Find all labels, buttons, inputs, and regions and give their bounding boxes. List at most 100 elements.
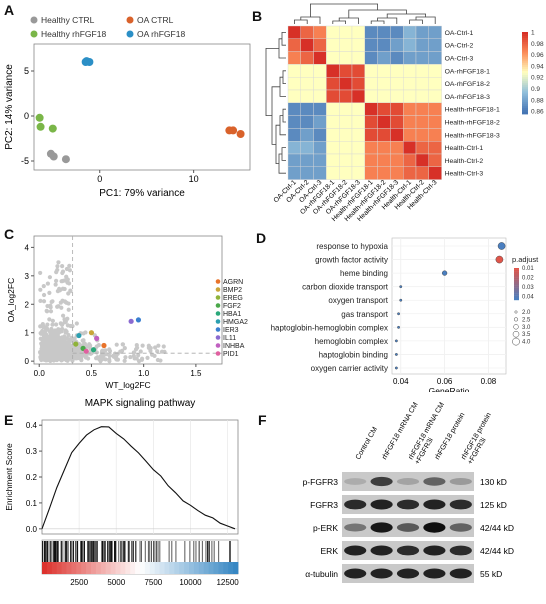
pca-point <box>61 155 70 164</box>
rank-color-segment <box>130 562 136 574</box>
colorbar-tick-label: 0.96 <box>531 52 544 59</box>
padj-colorbar-segment <box>514 293 519 296</box>
background-point <box>45 281 50 286</box>
heatmap-cell <box>402 76 417 91</box>
heatmap-cell <box>326 102 340 116</box>
blot-band <box>344 478 367 485</box>
gene-legend-marker <box>215 351 221 356</box>
background-point <box>44 343 49 349</box>
background-point <box>87 342 92 347</box>
heatmap-cell <box>300 102 314 116</box>
colorbar-segment <box>522 36 528 39</box>
background-point <box>155 357 160 363</box>
padj-colorbar-segment <box>514 271 519 273</box>
padj-colorbar-segment <box>514 276 519 278</box>
panel-a: A Healthy CTRL Healthy rhFGF18 OA CTRL OA r… <box>0 0 260 200</box>
heatmap-cell <box>377 38 391 52</box>
gene-point <box>73 341 79 347</box>
blot-band <box>370 545 393 556</box>
rank-color-segment <box>179 562 185 574</box>
heatmap-cell <box>364 102 378 116</box>
x-axis-label: GeneRatio <box>429 386 470 392</box>
background-point <box>66 332 71 338</box>
gene-legend-label: IER3 <box>223 327 239 334</box>
heatmap-row-label: Health-Ctrl-2 <box>445 158 484 165</box>
blot-band <box>370 568 393 579</box>
gene-legend-label: HBA1 <box>223 311 241 318</box>
gene-point <box>128 318 134 324</box>
colorbar-segment <box>522 95 528 98</box>
heatmap-row-label: Health-rhFGF18-2 <box>445 120 500 127</box>
colorbar-tick-label: 0.88 <box>531 97 544 104</box>
panel-b: B OA-Ctrl-1 OA-Ctrl-2 OA-Ctrl-3 OA-rhFGF18-… <box>252 0 546 230</box>
background-point <box>67 348 73 353</box>
background-point <box>59 279 64 284</box>
rank-color-segment <box>198 562 205 574</box>
pca-point <box>229 126 238 135</box>
heatmap-cell <box>428 25 442 40</box>
rank-color-segment <box>174 562 180 574</box>
heatmap-cell <box>390 51 404 65</box>
x-tick-label: 0 <box>97 174 102 184</box>
colorbar-tick-label: 0.86 <box>531 109 544 116</box>
gene-legend-label: HMGA2 <box>223 319 248 326</box>
go-dot <box>394 339 398 343</box>
legend-marker <box>30 30 38 38</box>
padj-colorbar-segment <box>514 277 519 280</box>
background-point <box>47 290 52 295</box>
gene-legend-label: PID1 <box>223 351 239 358</box>
rank-color-segment <box>100 562 107 574</box>
y-tick-label: 1 <box>25 329 30 338</box>
dendrogram-branch <box>370 20 385 24</box>
colorbar-segment <box>522 75 528 78</box>
background-point <box>65 336 70 341</box>
colorbar-segment <box>522 38 528 41</box>
background-point <box>41 283 46 289</box>
rank-color-segment <box>51 562 58 574</box>
blot-band <box>370 476 393 487</box>
blot-band <box>396 478 420 485</box>
heatmap-cell <box>364 64 378 78</box>
heatmap-cell <box>428 102 442 116</box>
y-tick-label: 5 <box>24 66 29 76</box>
colorbar-segment <box>522 34 528 37</box>
heatmap-cell <box>364 89 378 104</box>
heatmap-cell <box>377 166 391 180</box>
background-point <box>56 327 61 332</box>
dotplot-frame <box>391 237 507 375</box>
heatmap-cell <box>300 115 314 129</box>
rank-color-segment <box>71 562 77 574</box>
background-point <box>128 354 133 360</box>
heatmap-cell <box>300 64 314 78</box>
blot-band <box>396 499 420 510</box>
heatmap-cell <box>338 25 353 40</box>
gene-point <box>83 348 89 354</box>
background-point <box>96 342 101 348</box>
colorbar-segment <box>522 93 528 96</box>
heatmap-cell <box>287 166 302 180</box>
background-point <box>60 313 66 318</box>
rank-color-segment <box>149 562 156 574</box>
rank-color-segment <box>76 562 82 574</box>
band-size: 42/44 kD <box>480 546 514 556</box>
rank-color-segment <box>125 562 131 574</box>
heatmap-cell <box>377 115 391 129</box>
background-point <box>131 350 137 355</box>
blot-band <box>423 477 446 486</box>
colorbar-tick-label: 0.94 <box>531 63 544 70</box>
background-point <box>41 292 47 298</box>
background-point <box>42 346 47 351</box>
colorbar-segment <box>522 50 528 53</box>
heatmap-cell <box>300 166 314 180</box>
background-point <box>81 353 86 358</box>
padj-colorbar-segment <box>514 268 519 270</box>
heatmap-cell <box>338 64 353 78</box>
blot-band <box>344 523 367 532</box>
gene-legend-label: EREG <box>223 295 243 302</box>
y-tick-label: 0.3 <box>26 447 38 456</box>
colorbar-segment <box>522 54 528 57</box>
heatmap-cell <box>402 102 417 116</box>
heatmap-cell <box>338 38 353 52</box>
size-legend-marker <box>512 337 520 346</box>
